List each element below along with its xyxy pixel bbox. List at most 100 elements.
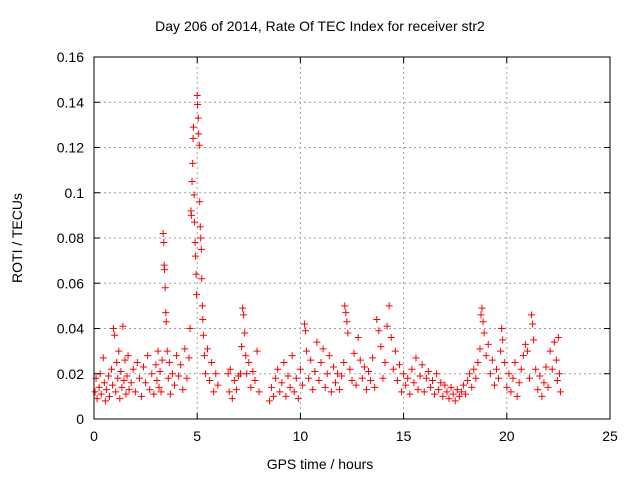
data-point — [116, 395, 124, 403]
y-tick-label: 0.1 — [65, 185, 85, 201]
data-point — [484, 340, 492, 348]
data-point — [311, 367, 319, 375]
data-point — [511, 358, 519, 366]
data-point — [488, 356, 496, 364]
data-point — [352, 381, 360, 389]
data-point — [118, 383, 126, 391]
data-point — [158, 356, 166, 364]
data-point — [443, 388, 451, 396]
data-point — [344, 329, 352, 337]
data-point — [197, 245, 205, 253]
x-tick-label: 25 — [602, 428, 618, 444]
data-point — [490, 381, 498, 389]
data-point — [379, 374, 387, 382]
data-point — [346, 365, 354, 373]
data-point — [208, 358, 216, 366]
data-point — [152, 361, 160, 369]
data-point — [472, 374, 480, 382]
data-point — [247, 383, 255, 391]
data-point — [238, 343, 246, 351]
y-tick-label: 0 — [76, 411, 84, 427]
y-tick-label: 0.06 — [57, 275, 84, 291]
data-point — [406, 390, 414, 398]
data-point — [470, 365, 478, 373]
data-point — [404, 374, 412, 382]
data-point — [486, 370, 494, 378]
data-point — [192, 252, 200, 260]
data-point — [457, 388, 465, 396]
data-point — [371, 383, 379, 391]
data-point — [301, 320, 309, 328]
data-point — [93, 395, 101, 403]
data-point — [268, 383, 276, 391]
data-point — [198, 275, 206, 283]
data-point — [189, 134, 197, 142]
data-point — [526, 374, 534, 382]
data-point — [309, 386, 317, 394]
data-point — [383, 322, 391, 330]
data-point — [519, 352, 527, 360]
data-point — [343, 318, 351, 326]
data-point — [124, 352, 132, 360]
data-point — [313, 338, 321, 346]
data-point — [170, 381, 178, 389]
data-point — [402, 381, 410, 389]
data-point — [544, 383, 552, 391]
data-point — [497, 347, 505, 355]
data-point — [146, 386, 154, 394]
data-point — [459, 381, 467, 389]
data-point — [189, 123, 197, 131]
data-point — [288, 352, 296, 360]
data-point — [348, 377, 356, 385]
data-point — [338, 372, 346, 380]
x-axis-label: GPS time / hours — [266, 456, 374, 472]
data-point — [341, 302, 349, 310]
data-point — [474, 358, 482, 366]
data-point — [173, 352, 181, 360]
data-point — [307, 356, 315, 364]
data-point — [122, 390, 130, 398]
data-point — [105, 392, 113, 400]
data-point — [137, 392, 145, 400]
data-point — [242, 352, 250, 360]
data-point — [455, 392, 463, 400]
data-point — [192, 270, 200, 278]
data-point — [356, 356, 364, 364]
data-point — [270, 392, 278, 400]
data-point — [393, 377, 401, 385]
data-point — [109, 381, 117, 389]
data-point — [414, 386, 422, 394]
data-point — [418, 361, 426, 369]
data-point — [265, 397, 273, 405]
data-point — [428, 377, 436, 385]
data-point — [305, 374, 313, 382]
data-point — [478, 304, 486, 312]
data-point — [437, 379, 445, 387]
data-point — [99, 354, 107, 362]
data-point — [354, 334, 362, 342]
data-point — [253, 347, 261, 355]
data-point — [507, 388, 515, 396]
data-point — [395, 361, 403, 369]
data-point — [350, 349, 358, 357]
data-point — [111, 331, 119, 339]
data-point — [91, 388, 99, 396]
data-point — [240, 311, 248, 319]
data-point — [97, 390, 105, 398]
data-point — [540, 379, 548, 387]
data-point — [536, 372, 544, 380]
y-tick-label: 0.16 — [57, 49, 84, 65]
data-point — [503, 383, 511, 391]
x-tick-label: 20 — [499, 428, 515, 444]
data-point — [140, 363, 148, 371]
data-point — [226, 365, 234, 373]
data-point — [331, 379, 339, 387]
data-point — [230, 377, 238, 385]
data-point — [466, 370, 474, 378]
data-point — [204, 345, 212, 353]
data-point — [542, 363, 550, 371]
data-point — [153, 377, 161, 385]
data-point — [179, 386, 187, 394]
data-point — [554, 334, 562, 342]
